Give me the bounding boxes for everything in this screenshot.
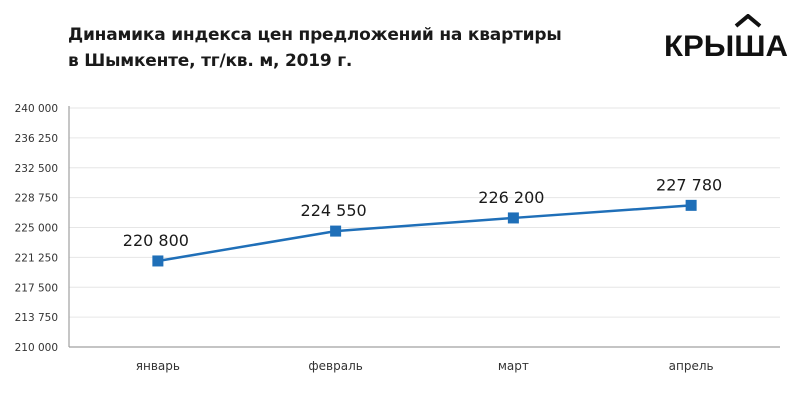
data-point (152, 255, 164, 267)
y-tick-label: 221 250 (15, 252, 58, 264)
krysha-logo: КРЫША (664, 14, 788, 60)
y-tick-label: 240 000 (15, 103, 58, 115)
x-tick-label: февраль (308, 359, 362, 373)
roof-icon (734, 14, 762, 28)
data-point (330, 225, 342, 237)
y-tick-label: 217 500 (15, 282, 58, 294)
y-tick-label: 213 750 (15, 312, 58, 324)
data-label: 227 780 (656, 175, 722, 194)
y-tick-label: 232 500 (15, 163, 58, 175)
chart-title: Динамика индекса цен предложений на квар… (68, 22, 562, 74)
data-label: 226 200 (478, 188, 544, 207)
y-tick-label: 210 000 (15, 342, 58, 354)
chart-title-line1: Динамика индекса цен предложений на квар… (68, 25, 562, 45)
chart-title-line2: в Шымкенте, тг/кв. м, 2019 г. (68, 51, 353, 71)
x-tick-label: март (498, 359, 529, 373)
series-line (157, 204, 692, 263)
y-tick-label: 236 250 (15, 133, 58, 145)
y-tick-label: 228 750 (15, 193, 58, 205)
data-point (507, 212, 519, 224)
y-tick-label: 225 000 (15, 223, 58, 235)
x-tick-label: апрель (669, 359, 714, 373)
data-label: 220 800 (123, 231, 189, 250)
data-point (685, 199, 697, 211)
logo-text: КРЫША (664, 30, 788, 60)
x-tick-label: январь (136, 359, 180, 373)
data-label: 224 550 (301, 201, 367, 220)
